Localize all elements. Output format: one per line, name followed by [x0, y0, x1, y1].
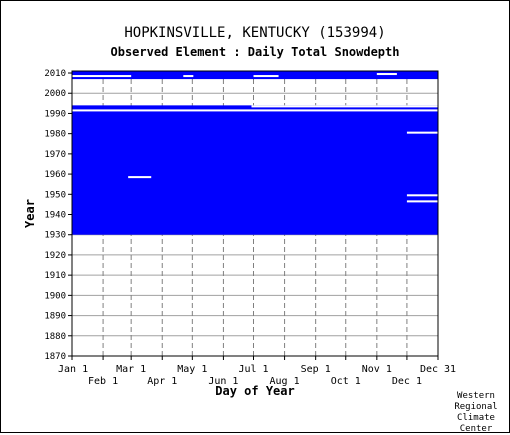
y-tick-label: 1930	[44, 231, 66, 241]
y-tick-label: 1950	[44, 190, 66, 200]
y-axis-label: Year	[23, 199, 37, 228]
x-tick-label: Dec 31	[420, 364, 456, 375]
data-gap	[406, 194, 438, 197]
data-gap	[183, 75, 194, 78]
y-tick-label: 1880	[44, 332, 66, 342]
plot-border	[71, 70, 439, 357]
y-tick-label: 1870	[44, 352, 66, 362]
x-tick-label: Oct 1	[331, 376, 361, 387]
chart-subtitle: Observed Element : Daily Total Snowdepth	[110, 45, 400, 59]
y-tick-label: 1900	[44, 291, 66, 301]
x-tick-label: Apr 1	[147, 376, 177, 387]
x-tick-label: Jan 1	[58, 364, 88, 375]
chart-title: HOPKINSVILLE, KENTUCKY (153994)	[124, 25, 386, 41]
data-gap	[72, 109, 438, 112]
y-tick-label: 1990	[44, 109, 66, 119]
y-tick-label: 2000	[44, 89, 66, 99]
y-tick-label: 1890	[44, 312, 66, 322]
data-gap	[251, 105, 438, 108]
x-tick-label: Dec 1	[392, 376, 422, 387]
y-tick-label: 1910	[44, 271, 66, 281]
data-gap	[253, 75, 279, 78]
wrcc-credit: Western Regional Climate Center	[454, 391, 498, 434]
data-gap	[406, 131, 438, 134]
x-tick-label: Aug 1	[270, 376, 300, 387]
y-tick-label: 1920	[44, 251, 66, 261]
data-coverage-block	[72, 105, 438, 235]
y-tick-label: 2010	[44, 69, 66, 79]
y-tick-label: 1960	[44, 170, 66, 180]
x-tick-label: May 1	[177, 364, 207, 375]
x-tick-label: Mar 1	[116, 364, 146, 375]
x-tick-label: Jul 1	[238, 364, 268, 375]
x-axis-label: Day of Year	[215, 384, 294, 398]
y-tick-label: 1940	[44, 211, 66, 221]
y-tick-label: 1980	[44, 130, 66, 140]
data-gap	[406, 200, 438, 203]
data-gap	[376, 73, 397, 76]
data-gap	[128, 176, 152, 179]
data-gap	[72, 75, 132, 78]
x-tick-label: Jun 1	[208, 376, 238, 387]
x-tick-label: Nov 1	[362, 364, 392, 375]
x-tick-label: Feb 1	[88, 376, 118, 387]
y-tick-label: 1970	[44, 150, 66, 160]
x-tick-label: Sep 1	[301, 364, 331, 375]
